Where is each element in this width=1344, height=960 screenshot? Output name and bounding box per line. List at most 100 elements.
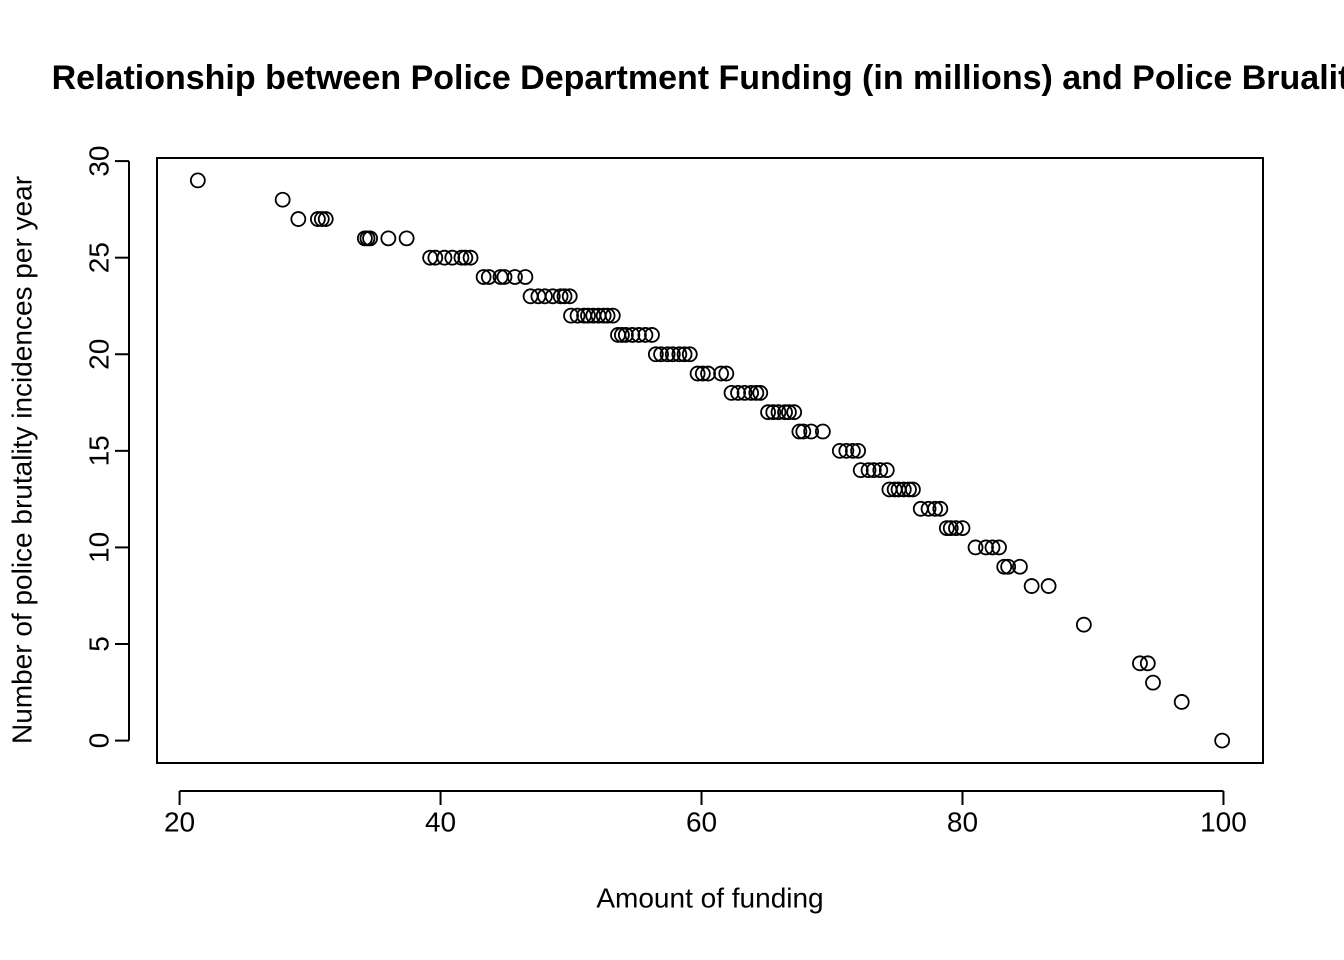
point [362,230,378,247]
point [938,520,955,537]
point [647,346,664,363]
point [718,365,735,382]
point [1012,558,1028,575]
x-axis-label: Amount of funding [596,882,823,913]
point [777,404,793,421]
point [507,269,523,285]
point [948,520,964,537]
point [984,539,1001,556]
plot-frame [156,157,1264,764]
point [569,307,586,324]
point [290,211,307,227]
y-tick-label: 30 [83,146,114,177]
point [595,307,612,324]
point [544,288,561,305]
point [954,520,971,537]
y-tick-label: 25 [83,242,114,273]
point [927,500,943,517]
point [700,365,716,382]
point [1139,655,1156,672]
point [475,269,492,285]
point [901,481,917,498]
point [436,249,453,266]
point [462,249,479,266]
y-tick-label: 5 [83,636,114,652]
point [1145,674,1161,691]
point [852,462,869,479]
point [189,172,206,189]
x-tick-label: 40 [425,806,456,837]
point [723,384,740,401]
point [453,249,470,266]
point [380,230,397,247]
point [561,288,578,305]
point [743,384,760,401]
x-tick-label: 80 [947,806,978,837]
point [920,500,937,517]
point [537,288,553,305]
point [398,230,415,247]
point [694,365,711,382]
point [637,327,654,343]
point [480,269,497,285]
point [786,404,803,421]
point [803,423,820,440]
point [831,442,848,459]
y-tick-label: 0 [83,733,114,749]
point [630,327,647,343]
point [770,404,787,421]
point [736,384,753,401]
point [1075,616,1092,633]
point [604,307,621,324]
y-tick-label: 20 [83,339,114,370]
point [274,191,291,208]
point [427,249,444,266]
point [850,442,867,459]
point [653,346,669,363]
chart-title: Relationship between Police Department F… [52,59,1344,97]
point [1132,655,1148,672]
point [659,346,676,363]
point [317,211,334,227]
point [932,500,949,517]
point [689,365,706,382]
point [1040,578,1057,594]
point [760,404,776,421]
point [865,462,882,479]
point [309,211,326,227]
point [681,346,698,363]
point [878,462,895,479]
point [996,558,1013,575]
point [580,307,596,324]
x-tick-label: 100 [1200,806,1247,837]
point [671,346,688,363]
y-tick-label: 15 [83,435,114,466]
point [517,269,534,285]
point [664,346,681,363]
point [872,462,889,479]
y-tick-label: 10 [83,532,114,563]
point [552,288,569,305]
point [1173,694,1190,710]
point [1214,732,1231,749]
point [967,539,984,556]
point [496,269,513,285]
x-tick-label: 60 [686,806,717,837]
point [676,346,693,363]
point [838,442,855,459]
point [1023,578,1040,594]
point [563,307,579,324]
point [905,481,921,498]
point [781,404,797,421]
point [795,423,812,440]
point [713,365,729,382]
point [752,384,769,401]
point [765,404,782,421]
point [617,327,634,343]
point [844,442,861,459]
point [599,307,616,324]
point [556,288,573,305]
point [624,327,641,343]
